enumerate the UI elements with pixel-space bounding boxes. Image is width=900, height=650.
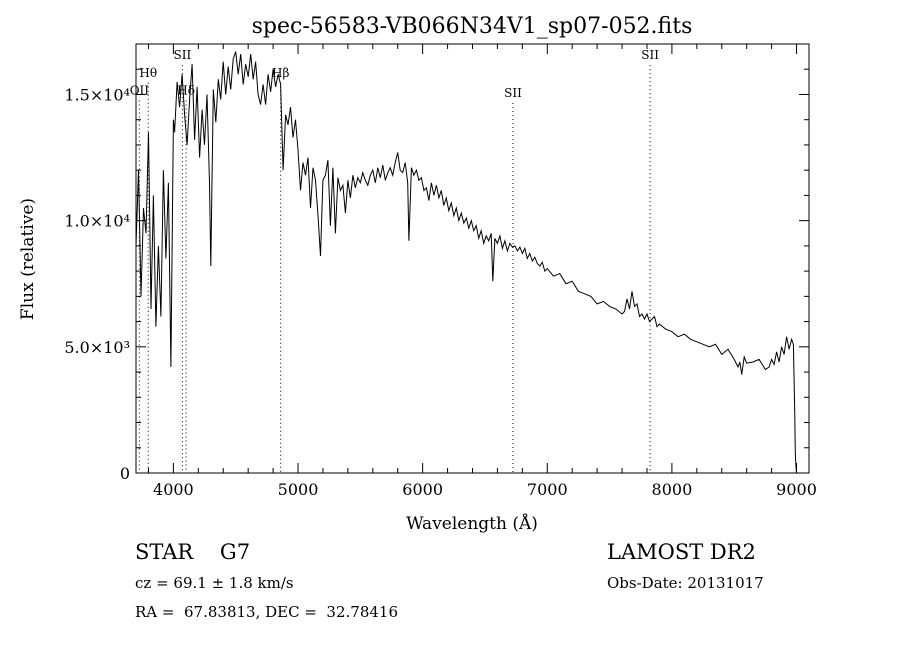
plot-frame	[135, 43, 810, 474]
x-axis-label: Wavelength (Å)	[406, 513, 538, 534]
line-marker-label: OII	[130, 83, 150, 97]
y-tick-label: 1.5×10⁴	[64, 85, 130, 104]
y-tick-label: 1.0×10⁴	[64, 212, 130, 231]
y-tick-label: 5.0×10³	[64, 338, 130, 357]
coordinates: RA = 67.83813, DEC = 32.78416	[135, 603, 399, 621]
axis-ticks: 4000 5000 6000 7000 8000 9000 0 5.0×10³ 1.0×10⁴ 1…	[64, 44, 817, 499]
spectrum-line	[135, 51, 797, 474]
star-type: STAR G7	[135, 540, 251, 564]
line-marker-label: SII	[641, 48, 659, 62]
chart-title: spec-56583-VB066N34V1_sp07-052.fits	[252, 14, 693, 39]
x-tick-label: 7000	[527, 480, 568, 499]
obs-date: Obs-Date: 20131017	[607, 574, 764, 592]
line-marker-label: Hθ	[139, 66, 157, 80]
x-tick-label: 4000	[153, 480, 194, 499]
y-tick-label: 0	[120, 464, 130, 483]
y-axis-label: Flux (relative)	[18, 198, 38, 320]
redshift-value: cz = 69.1 ± 1.8 km/s	[135, 574, 294, 592]
survey-name: LAMOST DR2	[607, 540, 756, 564]
x-tick-label: 6000	[402, 480, 443, 499]
plot-area: Hθ OII SII Hδ Hβ SII SII 4000 5000 6000 7000 8000 9…	[64, 43, 817, 499]
line-marker-label: SII	[174, 48, 192, 62]
emission-line-markers: Hθ OII SII Hδ Hβ SII SII	[130, 48, 659, 473]
line-marker-label: Hβ	[272, 66, 289, 80]
x-tick-label: 8000	[652, 480, 693, 499]
x-tick-label: 9000	[776, 480, 817, 499]
line-marker-label: SII	[504, 86, 522, 100]
line-marker-label: Hδ	[177, 83, 195, 97]
x-tick-label: 5000	[278, 480, 319, 499]
